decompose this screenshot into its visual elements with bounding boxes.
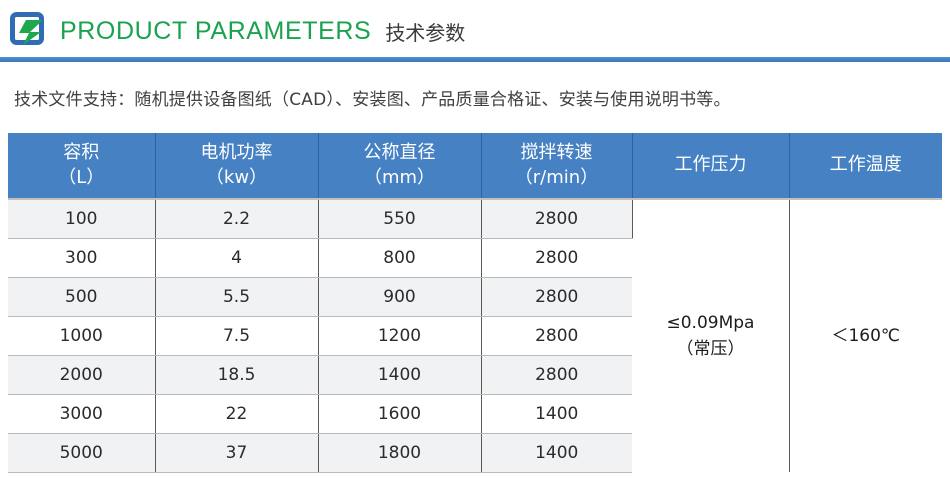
cell-volume: 3000 [8, 394, 156, 434]
cell-speed: 2800 [481, 277, 632, 317]
table-row: 300 4 800 2800 [8, 238, 942, 278]
column-header-motor-power-line1: 电机功率 [200, 142, 273, 164]
table-row: 500 5.5 900 2800 [8, 277, 942, 317]
table-row: 5000 37 1800 1400 [8, 433, 942, 473]
working-pressure-note: （常压） [676, 339, 745, 359]
cell-volume: 100 [8, 199, 156, 239]
working-pressure-value: ≤0.09Mpa [666, 312, 755, 333]
cell-power: 7.5 [155, 316, 319, 356]
cell-speed: 1400 [481, 394, 632, 434]
table-row: 2000 18.5 1400 2800 [8, 355, 942, 395]
cell-power: 4 [155, 238, 319, 278]
cell-speed: 2800 [481, 316, 632, 356]
parameters-table: 容积 （L） 电机功率 （kw） 公称直径 （mm） 搅拌转速 （r/min） … [8, 133, 942, 473]
cell-speed: 2800 [481, 238, 632, 278]
page-title-row: PRODUCT PARAMETERS 技术参数 [0, 8, 950, 54]
column-header-volume-line1: 容积 [63, 142, 100, 164]
cell-power: 18.5 [155, 355, 319, 395]
cell-volume: 5000 [8, 433, 156, 473]
table-row: 100 2.2 550 2800 ≤0.09Mpa （常压） ＜160℃ [8, 199, 942, 472]
cell-power: 22 [155, 394, 319, 434]
column-header-working-temperature: 工作温度 [789, 133, 942, 200]
column-header-stirring-speed-line1: 搅拌转速 [520, 142, 593, 164]
table-row: 3000 22 1600 1400 [8, 394, 942, 434]
column-header-motor-power-line2: （kw） [205, 166, 268, 188]
company-logo-icon [10, 12, 44, 45]
column-header-working-pressure: 工作压力 [632, 133, 790, 200]
cell-volume: 1000 [8, 316, 156, 356]
cell-diameter: 800 [318, 238, 482, 278]
column-header-motor-power: 电机功率 （kw） [155, 133, 319, 200]
column-header-volume: 容积 （L） [8, 133, 156, 200]
cell-speed: 2800 [481, 355, 632, 395]
column-header-stirring-speed: 搅拌转速 （r/min） [481, 133, 633, 200]
title-divider [0, 57, 950, 62]
column-header-volume-line2: （L） [58, 166, 105, 188]
cell-volume: 2000 [8, 355, 156, 395]
column-header-nominal-diameter-line1: 公称直径 [363, 142, 436, 164]
cell-diameter: 1400 [318, 355, 482, 395]
page-title-cn: 技术参数 [385, 20, 466, 45]
cell-power: 2.2 [155, 199, 319, 239]
cell-working-temperature: ＜160℃ [789, 199, 942, 472]
cell-diameter: 550 [318, 199, 482, 239]
intro-text: 技术文件支持：随机提供设备图纸（CAD）、安装图、产品质量合格证、安装与使用说明… [14, 90, 731, 110]
cell-diameter: 1600 [318, 394, 482, 434]
cell-working-pressure: ≤0.09Mpa （常压） [632, 199, 790, 472]
cell-diameter: 1800 [318, 433, 482, 473]
cell-diameter: 1200 [318, 316, 482, 356]
column-header-stirring-speed-line2: （r/min） [514, 166, 599, 188]
column-header-nominal-diameter: 公称直径 （mm） [318, 133, 482, 200]
column-header-nominal-diameter-line2: （mm） [363, 166, 436, 188]
table-header-row: 容积 （L） 电机功率 （kw） 公称直径 （mm） 搅拌转速 （r/min） … [8, 133, 942, 200]
cell-volume: 500 [8, 277, 156, 317]
cell-speed: 2800 [481, 199, 633, 239]
table-row: 1000 7.5 1200 2800 [8, 316, 942, 356]
cell-diameter: 900 [318, 277, 482, 317]
cell-power: 5.5 [155, 277, 319, 317]
cell-volume: 300 [8, 238, 156, 278]
cell-power: 37 [155, 433, 319, 473]
page-title-en: PRODUCT PARAMETERS [60, 16, 372, 45]
cell-speed: 1400 [481, 433, 632, 473]
